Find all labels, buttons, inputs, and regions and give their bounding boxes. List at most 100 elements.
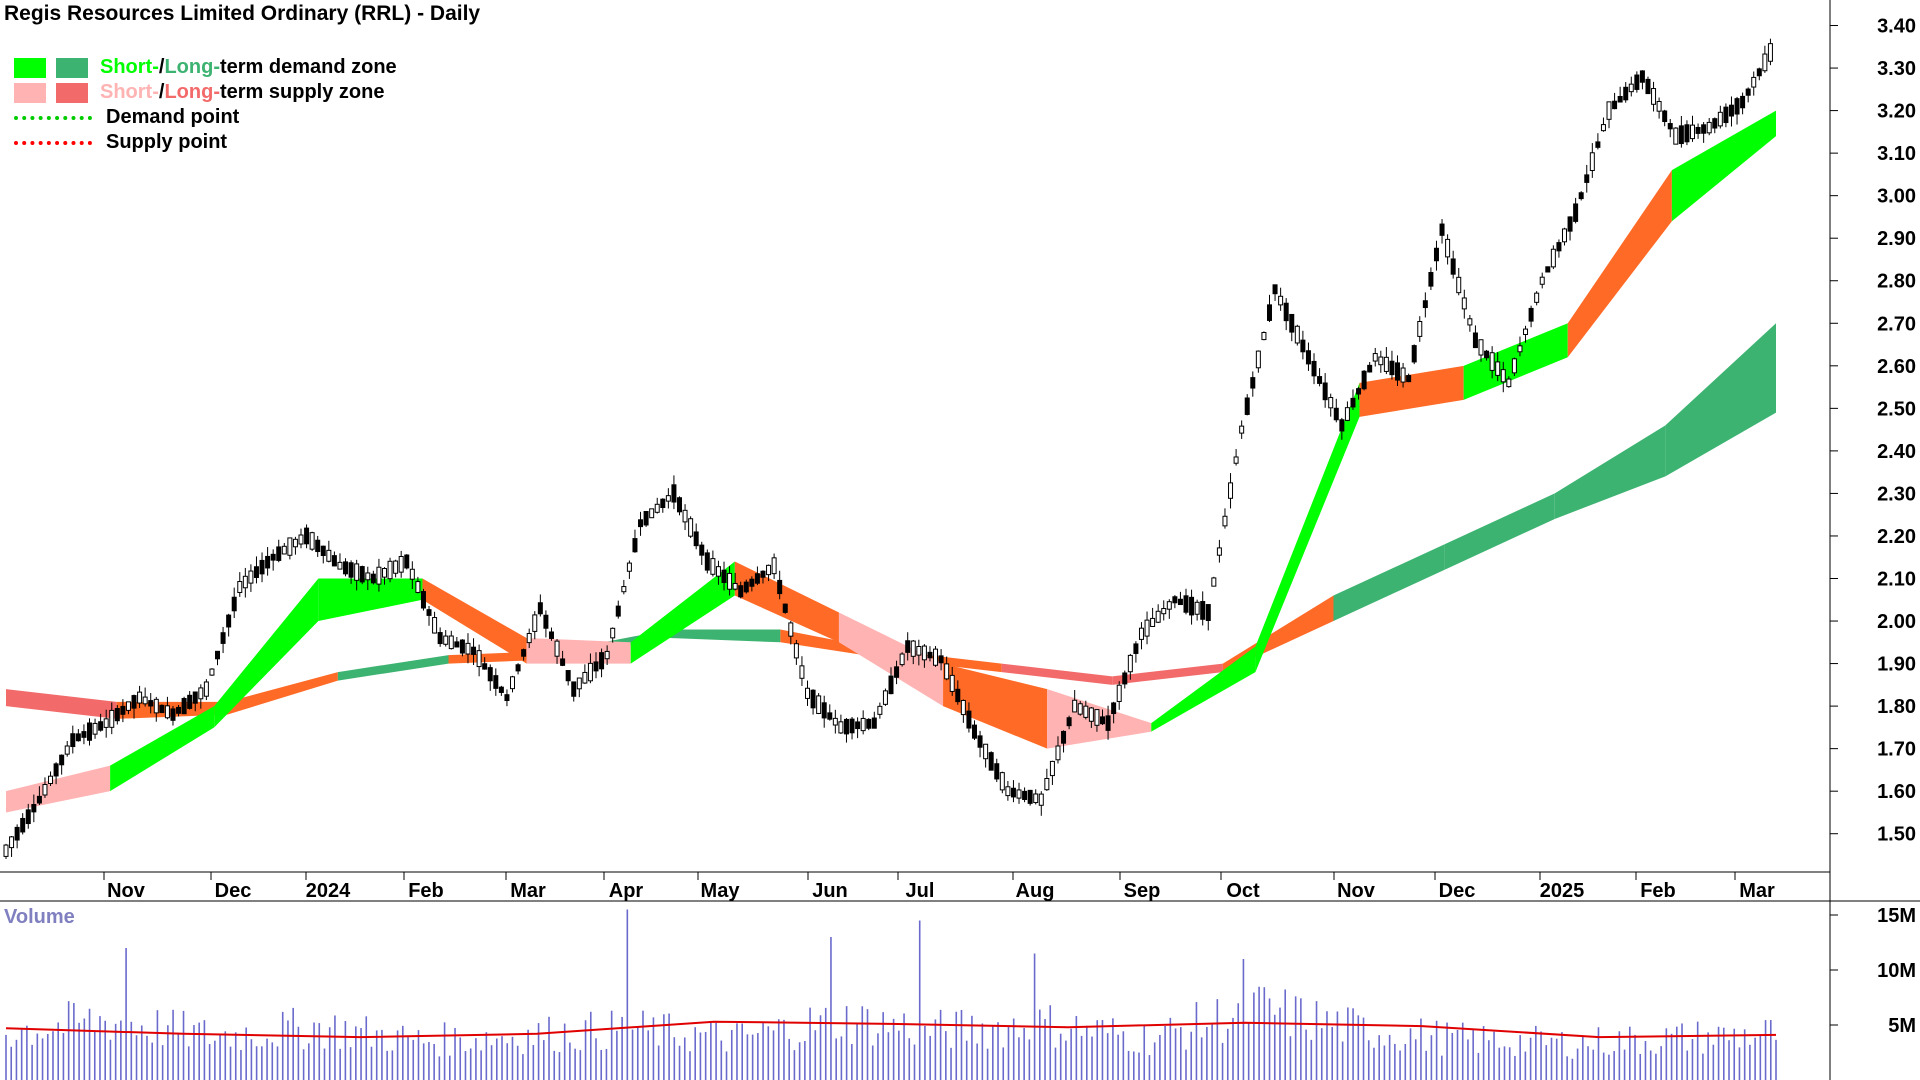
candle-body xyxy=(1044,777,1050,791)
candle-body xyxy=(1667,123,1673,130)
candle-body xyxy=(103,718,109,728)
x-tick-label: Jun xyxy=(812,880,848,902)
candle-body xyxy=(587,662,593,682)
candle-body xyxy=(465,642,471,655)
candle-body xyxy=(337,561,343,570)
candle-body xyxy=(1578,192,1584,200)
candle-body xyxy=(782,603,788,613)
candle-body xyxy=(276,546,282,561)
legend-demand-long: Long- xyxy=(164,56,220,78)
y-tick-label: 2.80 xyxy=(1877,271,1916,293)
short-term-zone-segment xyxy=(838,612,944,707)
candle-body xyxy=(1695,126,1701,134)
candle-body xyxy=(75,733,81,742)
candle-body xyxy=(59,754,65,766)
demand-point-swatch xyxy=(14,115,92,120)
candle-body xyxy=(882,690,888,705)
candle-body xyxy=(1489,352,1495,371)
candle-body xyxy=(1294,325,1300,344)
candle-body xyxy=(910,640,916,657)
x-tick-label: Jul xyxy=(906,880,935,902)
candle-body xyxy=(1628,83,1634,93)
candle-body xyxy=(1612,100,1618,110)
candle-body xyxy=(1127,654,1133,673)
candle-body xyxy=(732,582,738,590)
candle-body xyxy=(604,650,610,660)
candle-body xyxy=(1528,307,1534,322)
candle-body xyxy=(164,705,170,719)
candle-body xyxy=(649,508,655,519)
candle-body xyxy=(1573,203,1579,222)
candle-body xyxy=(153,698,159,714)
candle-body xyxy=(1133,643,1139,654)
candle-body xyxy=(1049,760,1055,777)
candle-body xyxy=(1211,577,1217,587)
candle-body xyxy=(1166,601,1172,610)
candle-body xyxy=(960,699,966,716)
candle-body xyxy=(1484,350,1490,359)
candle-body xyxy=(894,666,900,678)
y-tick-label: 2.60 xyxy=(1877,356,1916,378)
long-term-zone-segment xyxy=(227,672,338,715)
candle-body xyxy=(471,646,477,655)
short-term-zone-segment xyxy=(1567,170,1672,358)
candle-body xyxy=(788,622,794,637)
y-tick-label: 3.30 xyxy=(1877,58,1916,80)
short-term-zone-segment xyxy=(6,765,111,813)
candle-body xyxy=(1378,356,1384,366)
candle-body xyxy=(921,645,927,661)
candle-body xyxy=(443,635,449,645)
candle-body xyxy=(231,596,237,612)
short-term-zone-segment xyxy=(526,638,631,664)
candle-body xyxy=(365,572,371,581)
candle-body xyxy=(1517,345,1523,353)
candle-body xyxy=(1728,104,1734,117)
short-term-zone-segment xyxy=(110,706,215,792)
candle-body xyxy=(1344,407,1350,421)
candle-body xyxy=(1016,789,1022,799)
legend-demand-zone: Short- / Long-term demand zone xyxy=(14,55,397,80)
candle-body xyxy=(994,763,1000,780)
candle-body xyxy=(265,555,271,569)
y-tick-label: 2.50 xyxy=(1877,398,1916,420)
candle-body xyxy=(1678,125,1684,145)
candle-body xyxy=(832,717,838,726)
candle-body xyxy=(331,555,337,567)
candle-body xyxy=(86,722,92,741)
candle-body xyxy=(1372,353,1378,362)
candle-body xyxy=(1767,43,1773,62)
candle-body xyxy=(1734,98,1740,115)
candle-body xyxy=(1077,703,1083,715)
candle-body xyxy=(966,710,972,729)
legend-supply-point: Supply point xyxy=(14,130,397,155)
volume-average-line xyxy=(5,1020,1777,1039)
y-tick-label: 1.90 xyxy=(1877,654,1916,676)
candle-body xyxy=(1634,74,1640,90)
candle-body xyxy=(1656,100,1662,112)
candle-body xyxy=(9,836,15,849)
candle-body xyxy=(688,518,694,537)
candle-body xyxy=(1600,124,1606,132)
candle-body xyxy=(1439,223,1445,236)
candle-body xyxy=(1228,482,1234,499)
candle-body xyxy=(727,572,733,590)
candle-body xyxy=(1111,702,1117,715)
x-tick-label: Dec xyxy=(1439,880,1476,902)
candle-body xyxy=(905,640,911,653)
candle-body xyxy=(888,675,894,695)
candle-body xyxy=(70,733,76,748)
candle-body xyxy=(242,575,248,589)
candle-body xyxy=(1244,397,1250,415)
candle-body xyxy=(1740,95,1746,109)
candle-body xyxy=(988,752,994,771)
candle-body xyxy=(1027,789,1033,804)
y-tick-label: 1.60 xyxy=(1877,781,1916,803)
candle-body xyxy=(393,560,399,574)
candle-body xyxy=(565,670,571,682)
candle-body xyxy=(1673,127,1679,145)
candle-body xyxy=(309,532,315,550)
candle-body xyxy=(315,539,321,553)
candle-body xyxy=(849,718,855,734)
candle-body xyxy=(1094,709,1100,726)
candle-body xyxy=(599,652,605,670)
